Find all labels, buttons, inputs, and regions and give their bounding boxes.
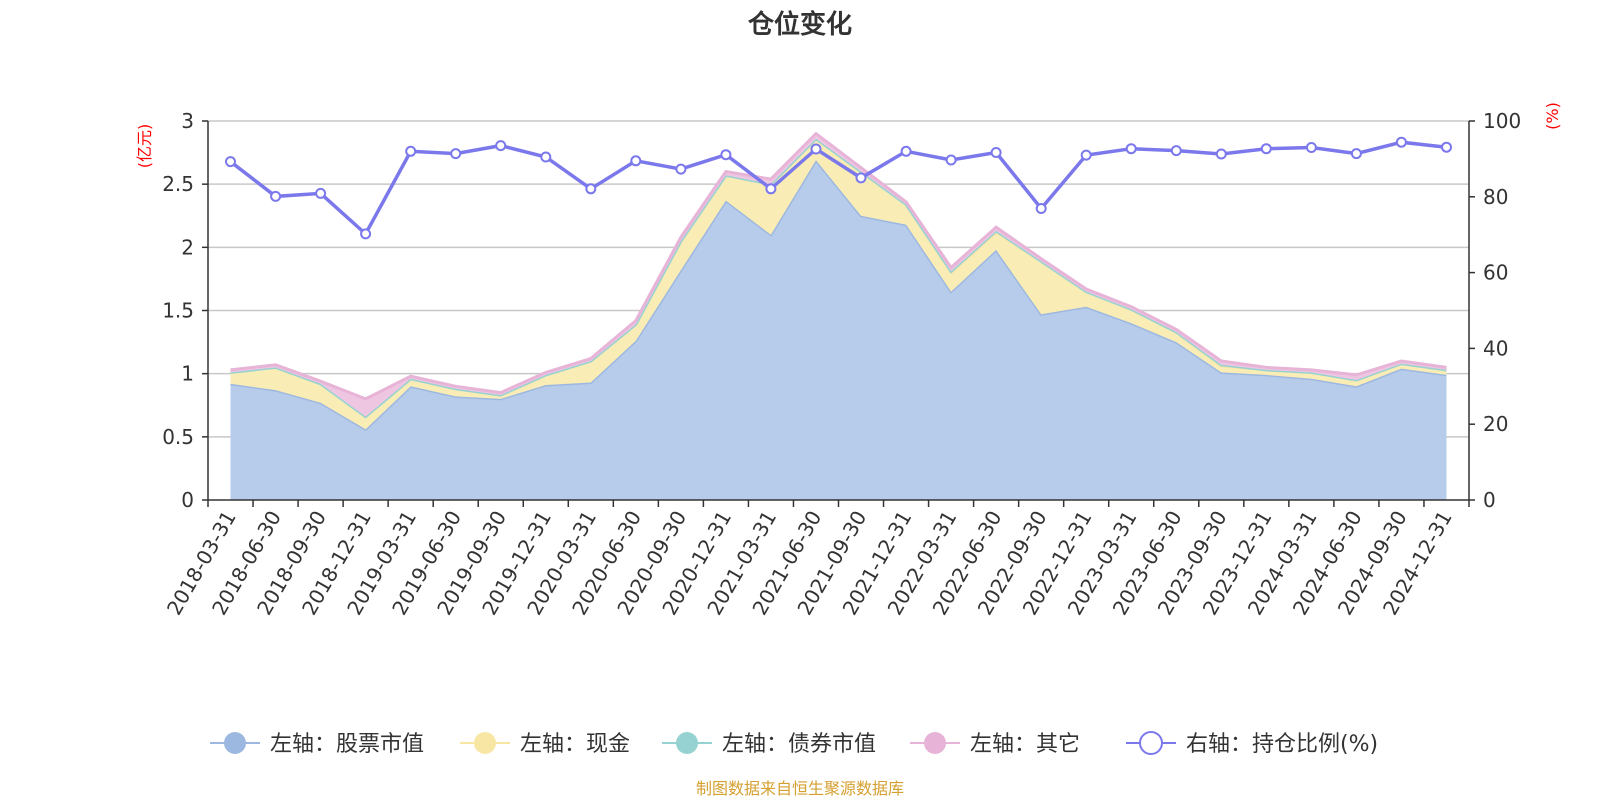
ratio-point: [495, 140, 507, 152]
ratio-point: [1215, 148, 1227, 160]
chart-title: 仓位变化: [747, 9, 852, 40]
ratio-point: [675, 163, 687, 175]
left-axis-tick-label: 0.5: [162, 425, 194, 449]
ratio-line-layer: [225, 136, 1452, 240]
legend-circle-icon: [474, 732, 496, 754]
left-axis-tick-label: 3: [181, 109, 194, 133]
right-axis-tick-label: 20: [1483, 412, 1508, 436]
ratio-point: [1395, 136, 1407, 148]
legend-item[interactable]: 左轴：股票市值: [210, 732, 424, 757]
left-axis-tick-label: 1.5: [162, 299, 194, 323]
ratio-point: [630, 155, 642, 167]
ratio-point: [810, 143, 822, 155]
legend-label: 右轴：持仓比例(%): [1186, 732, 1378, 757]
ratio-point: [1350, 148, 1362, 160]
right-axis-tick-label: 60: [1483, 261, 1508, 285]
ratio-point: [540, 151, 552, 163]
right-axis-tick-label: 80: [1483, 185, 1508, 209]
area-series-fill: [230, 160, 1447, 500]
legend-label: 左轴：其它: [970, 732, 1080, 757]
legend-item[interactable]: 左轴：其它: [910, 732, 1080, 757]
ratio-point: [945, 154, 957, 166]
ratio-point: [900, 145, 912, 157]
legend: 左轴：股票市值 左轴：现金 左轴：债券市值 左轴：其它 右轴：持仓比例(%): [210, 731, 1378, 757]
legend-circle-icon: [924, 732, 946, 754]
area-series-line: [230, 131, 1447, 401]
legend-circle-icon: [676, 732, 698, 754]
ratio-point: [450, 148, 462, 160]
ratio-point: [1170, 145, 1182, 157]
ratio-point: [270, 190, 282, 202]
area-layer: [230, 131, 1447, 500]
ratio-point: [1441, 141, 1452, 153]
legend-label: 左轴：现金: [520, 732, 630, 757]
legend-item[interactable]: 左轴：现金: [460, 732, 630, 757]
ratio-line: [229, 140, 1447, 237]
ratio-point: [1080, 149, 1092, 161]
right-axis-tick-label: 0: [1483, 488, 1496, 512]
ratio-point: [1125, 143, 1137, 155]
legend-circle-icon: [224, 732, 246, 754]
left-axis-tick-label: 2.5: [162, 172, 194, 196]
ratio-point: [1305, 142, 1317, 153]
ratio-point: [720, 149, 732, 161]
left-axis-tick-label: 1: [181, 362, 194, 386]
ratio-point: [765, 183, 777, 195]
legend-label: 左轴：债券市值: [722, 732, 876, 757]
left-axis-tick-label: 0: [181, 488, 194, 512]
ratio-point: [360, 228, 372, 240]
right-axis-unit-label: (%): [1543, 102, 1562, 130]
ratio-point: [405, 145, 417, 157]
right-axis-tick-label: 40: [1483, 336, 1508, 360]
ratio-point: [315, 187, 327, 199]
left-axis-unit-label: (亿元): [135, 124, 154, 169]
legend-circle-icon: [1139, 731, 1163, 755]
right-axis-tick-label: 100: [1483, 109, 1521, 133]
ratio-point: [1035, 203, 1047, 214]
source-note: 制图数据来自恒生聚源数据库: [696, 779, 904, 798]
ratio-point: [855, 172, 867, 184]
legend-item[interactable]: 右轴：持仓比例(%): [1126, 731, 1378, 757]
left-axis-tick-label: 2: [181, 235, 194, 259]
legend-label: 左轴：股票市值: [270, 732, 424, 757]
ratio-point: [585, 183, 597, 195]
ratio-point: [1260, 143, 1272, 155]
legend-item[interactable]: 左轴：债券市值: [662, 732, 876, 757]
ratio-point: [225, 156, 236, 168]
ratio-point: [990, 147, 1002, 158]
